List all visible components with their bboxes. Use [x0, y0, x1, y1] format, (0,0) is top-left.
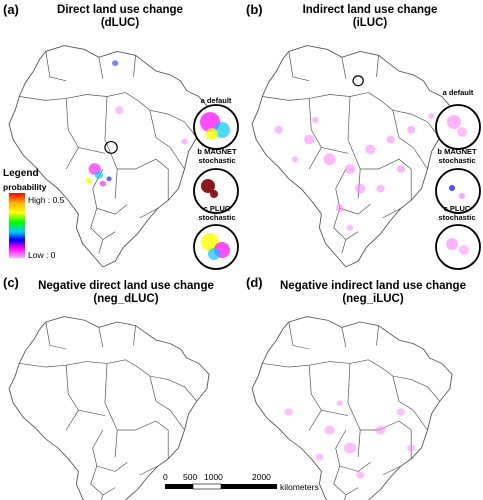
neg-iluc-hotspots [284, 400, 416, 479]
inset-a-magnet-line1: MAGNET [204, 147, 237, 156]
panel-c-title: Negative direct land use change (neg_dLU… [16, 280, 236, 306]
inset-a-magnet-line2: stochastic [198, 155, 236, 165]
legend-low-label: Low : 0 [28, 250, 56, 260]
legend-subtitle: probability [3, 182, 47, 192]
inset-a-magnet-letter: b [197, 147, 202, 156]
inset-b-pluc-label: c PLUC stochastic [432, 204, 482, 222]
inset-a-pluc-line2: stochastic [198, 212, 236, 222]
iluc-hotspots [274, 113, 435, 231]
inset-b-pluc-line1: PLUC [449, 204, 471, 213]
inset-a-magnet [193, 168, 239, 214]
legend-high-label: High : 0.5 [28, 195, 65, 205]
map-neg-iluc [251, 316, 453, 500]
panel-c-tag: (c) [3, 275, 19, 290]
scale-tick-500: 500 [183, 472, 198, 482]
panel-a-title-line1: Direct land use change [57, 4, 183, 16]
panel-b-title: Indirect land use change (iLUC) [265, 4, 475, 30]
map-dluc [8, 45, 210, 268]
panel-b-title-line2: (iLUC) [352, 17, 388, 29]
inset-b-magnet-line1: MAGNET [444, 147, 477, 156]
inset-a-pluc-line1: PLUC [209, 204, 231, 213]
panel-d-tag: (d) [246, 275, 263, 290]
panel-b-tag: (b) [246, 2, 263, 17]
panel-a-tag: (a) [3, 2, 19, 17]
panel-d-title-line1: Negative indirect land use change [280, 280, 466, 292]
inset-b-magnet-label: b MAGNET stochastic [432, 147, 482, 165]
inset-a-magnet-label: b MAGNET stochastic [192, 147, 242, 165]
scale-bar-graphic [165, 483, 277, 490]
inset-b-default-letter: a [442, 88, 447, 97]
panel-c-title-line1: Negative direct land use change [38, 280, 214, 292]
inset-b-pluc [435, 224, 481, 270]
panel-a-title: Direct land use change (dLUC) [20, 4, 220, 30]
map-neg-dluc [8, 316, 210, 500]
scale-tick-1000: 1000 [204, 472, 223, 482]
inset-b-magnet-letter: b [437, 147, 442, 156]
panel-a-title-line2: (dLUC) [100, 17, 140, 29]
panel-d-title-line2: (neg_iLUC) [342, 293, 404, 305]
scale-tick-0: 0 [163, 472, 168, 482]
inset-a-pluc [193, 224, 239, 270]
inset-b-default-label: a default [436, 88, 480, 98]
scale-tick-2000: 2000 [252, 472, 271, 482]
inset-a-default [193, 104, 239, 150]
panel-c-title-line2: (neg_dLUC) [93, 293, 159, 305]
inset-b-pluc-line2: stochastic [438, 212, 476, 222]
panel-b-title-line1: Indirect land use change [302, 4, 438, 16]
panel-d-title: Negative indirect land use change (neg_i… [262, 280, 483, 306]
legend-title: Legend [3, 168, 39, 179]
dluc-hotspots [85, 60, 188, 187]
inset-a-default-letter: a [200, 96, 205, 105]
inset-b-default [435, 104, 481, 150]
legend-gradient-bar [9, 193, 25, 258]
scale-unit: kilometers [280, 482, 319, 492]
inset-a-default-label: a default [194, 96, 238, 106]
inset-a-default-text: default [206, 96, 232, 105]
inset-b-default-text: default [448, 88, 474, 97]
map-iluc [251, 45, 453, 268]
inset-a-pluc-label: c PLUC stochastic [192, 204, 242, 222]
inset-b-magnet-line2: stochastic [438, 155, 476, 165]
inset-b-magnet [435, 168, 481, 214]
inset-b-pluc-letter: c [443, 204, 448, 213]
inset-a-pluc-letter: c [203, 204, 208, 213]
